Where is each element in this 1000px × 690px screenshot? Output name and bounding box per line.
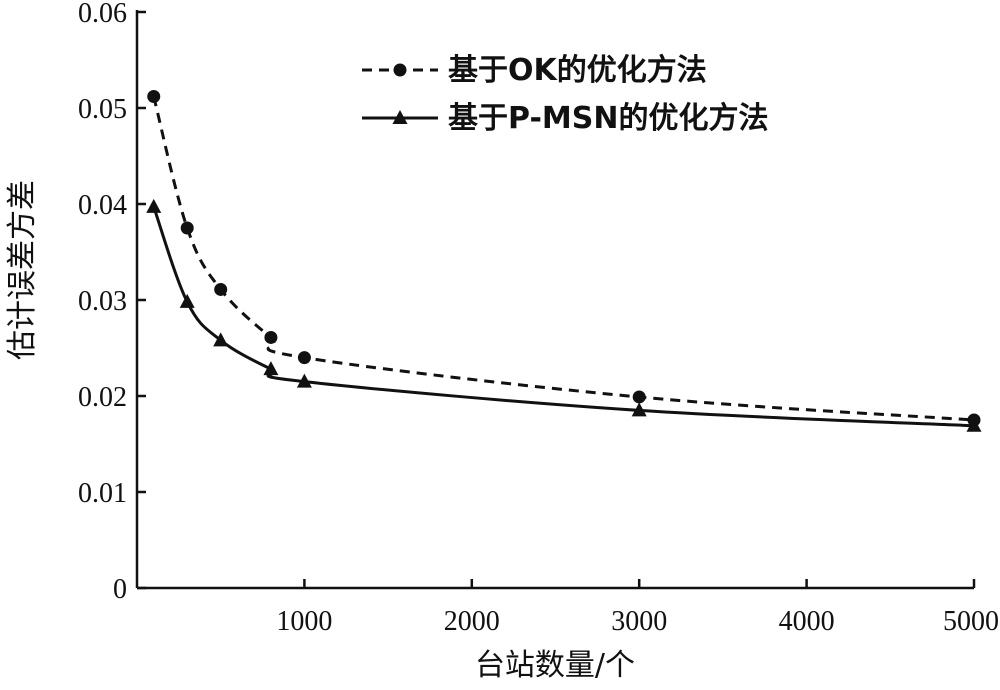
data-point-circle xyxy=(632,390,646,404)
x-tick-label: 5000 xyxy=(943,606,999,637)
x-tick-label: 2000 xyxy=(444,606,500,637)
x-axis-title: 台站数量/个 xyxy=(475,648,635,683)
legend-marker-ok xyxy=(393,63,407,77)
x-tick-label: 1000 xyxy=(276,606,332,637)
x-tick-label: 4000 xyxy=(779,606,835,637)
data-point-circle xyxy=(297,351,311,365)
series-line-pmsn xyxy=(152,206,975,428)
data-point-triangle xyxy=(296,373,312,388)
data-point-circle xyxy=(180,221,194,235)
axes xyxy=(135,10,974,590)
y-tick-label: 0.04 xyxy=(78,190,127,221)
legend-label-ok: 基于OK的优化方法 xyxy=(448,53,707,88)
legend-marker-pmsn xyxy=(392,110,408,124)
data-point-triangle xyxy=(146,198,162,213)
legend-label-pmsn: 基于P-MSN的优化方法 xyxy=(448,101,768,136)
legend: 基于OK的优化方法 基于P-MSN的优化方法 xyxy=(362,53,768,136)
x-tick-label: 3000 xyxy=(611,606,667,637)
data-point-triangle xyxy=(631,402,647,417)
y-axis-title: 估计误差方差 xyxy=(5,180,40,360)
data-point-triangle xyxy=(966,417,982,432)
y-tick-label: 0 xyxy=(113,574,127,605)
x-ticks: 1000 2000 3000 4000 5000 xyxy=(276,579,999,637)
data-point-circle xyxy=(264,330,278,344)
y-tick-label: 0.05 xyxy=(78,94,127,125)
data-point-circle xyxy=(147,89,161,103)
data-point-triangle xyxy=(179,293,195,308)
data-point-circle xyxy=(214,282,228,296)
y-ticks: 0 0.01 0.02 0.03 0.04 0.05 0.06 xyxy=(78,0,146,605)
series-line-ok xyxy=(152,96,975,422)
data-point-triangle xyxy=(263,361,279,376)
y-tick-label: 0.06 xyxy=(78,0,127,29)
series-layer xyxy=(146,89,982,432)
y-tick-label: 0.01 xyxy=(78,478,127,509)
y-tick-label: 0.03 xyxy=(78,286,127,317)
y-tick-label: 0.02 xyxy=(78,382,127,413)
data-point-triangle xyxy=(213,332,229,347)
